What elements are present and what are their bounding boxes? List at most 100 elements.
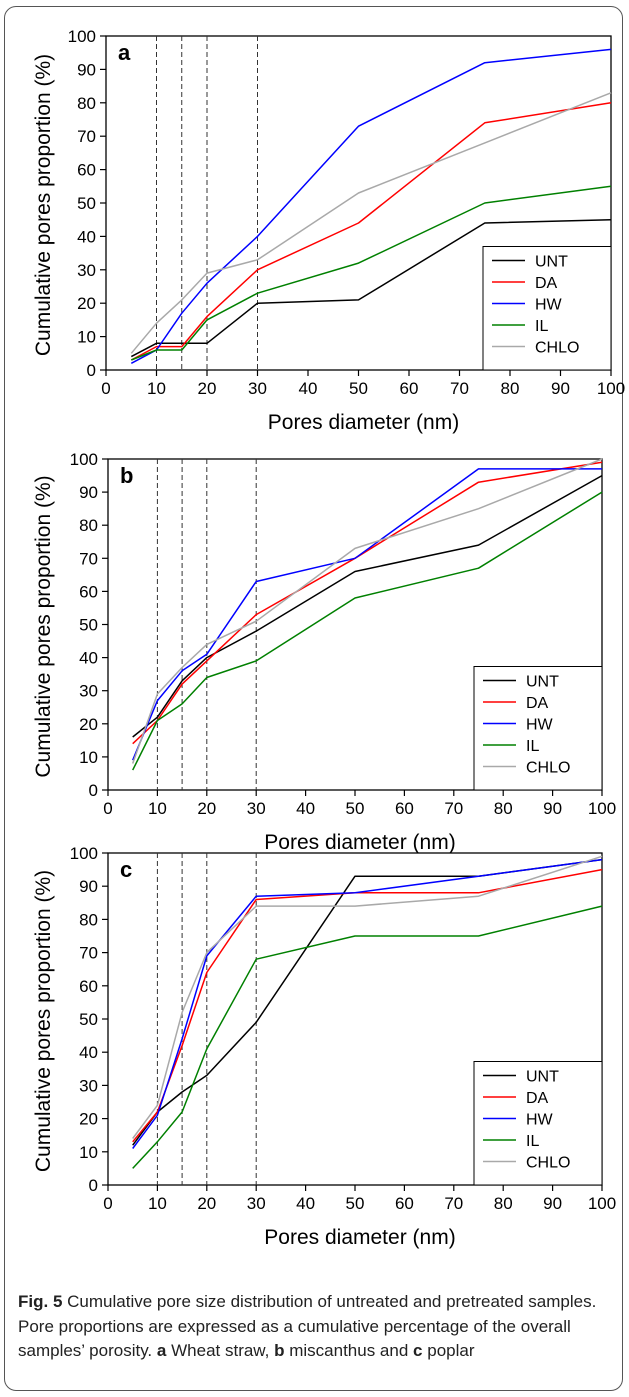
legend-label-unt: UNT [526,1069,559,1086]
x-tick-label: 50 [346,1194,365,1213]
x-tick-label: 90 [543,1194,562,1213]
chart-panel-a: 0 10 20 30 40 50 60 70 80 90 100 0 10 20 30 40 50 60 70 80 9… [32,27,625,434]
legend-label-chlo: CHLO [526,760,570,777]
x-tick-label: 70 [444,1194,463,1213]
x-tick-label: 20 [198,379,217,398]
series-line-chlo [131,458,603,764]
x-tick-label: 100 [597,379,625,398]
y-tick-label: 80 [79,516,98,535]
y-axis-title: Cumulative pores proportion (%) [32,54,55,356]
x-tick-label: 10 [148,1194,167,1213]
chart-panel-c: 0 10 20 30 40 50 60 70 80 90 100 0 10 20 30 40 50 60 70 80 9… [32,844,616,1249]
y-tick-label: 20 [77,294,96,313]
series-line-hw [132,468,602,761]
figure-caption: Fig. 5 Cumulative pore size distribution… [18,1290,613,1364]
x-tick-label: 100 [588,1194,616,1213]
series-line-hw [130,48,612,364]
x-tick-label: 80 [501,379,520,398]
y-tick-label: 60 [79,977,98,996]
series-line-chlo [130,92,612,354]
x-tick-label: 0 [103,799,112,818]
y-tick-label: 100 [70,450,98,469]
y-tick-label: 10 [77,328,96,347]
legend-label-da: DA [526,1090,549,1107]
x-tick-label: 30 [247,1194,266,1213]
legend-box [482,246,612,371]
x-tick-label: 70 [444,799,463,818]
x-tick-label: 100 [588,799,616,818]
x-tick-label: 10 [148,799,167,818]
x-tick-label: 20 [197,1194,216,1213]
x-tick-label: 20 [197,799,216,818]
y-tick-label: 0 [89,781,98,800]
y-tick-label: 80 [77,94,96,113]
y-tick-label: 0 [89,1176,98,1195]
y-tick-label: 0 [87,361,96,380]
x-tick-label: 90 [543,799,562,818]
legend-label-il: IL [526,738,539,755]
caption-part-a-tag: a [156,1341,167,1360]
x-tick-label: 50 [349,379,368,398]
x-tick-label: 40 [299,379,318,398]
x-tick-label: 0 [101,379,110,398]
series-line-il [132,491,603,771]
panel-label: c [120,857,132,882]
x-tick-label: 60 [400,379,419,398]
x-tick-label: 70 [450,379,469,398]
x-tick-label: 60 [395,1194,414,1213]
series-line-il [132,905,603,1169]
x-tick-label: 30 [247,799,266,818]
y-tick-label: 30 [77,261,96,280]
series-line-hw [132,858,603,1149]
y-tick-label: 90 [77,60,96,79]
legend-label-chlo: CHLO [526,1155,570,1172]
y-tick-label: 90 [79,877,98,896]
y-axis-title: Cumulative pores proportion (%) [32,870,55,1172]
y-tick-label: 70 [77,127,96,146]
legend-label-unt: UNT [535,254,568,271]
legend-label-hw: HW [526,717,554,734]
legend-label-unt: UNT [526,674,559,691]
y-tick-label: 70 [79,549,98,568]
legend-label-il: IL [535,318,548,335]
chart-panel-b: 0 10 20 30 40 50 60 70 80 90 100 0 10 20 30 40 50 60 70 80 9… [32,450,616,854]
x-tick-label: 50 [346,799,365,818]
legend-label-da: DA [526,695,549,712]
series-line-unt [132,474,603,738]
legend-label-hw: HW [535,297,563,314]
y-tick-label: 60 [77,161,96,180]
legend-label-da: DA [535,275,558,292]
caption-part-c-tag: c [413,1341,423,1360]
legend-label-chlo: CHLO [535,340,579,357]
figure-number: Fig. 5 [18,1292,63,1311]
caption-text: Cumulative pore size distribution of unt… [18,1292,597,1360]
y-tick-label: 100 [68,27,96,46]
y-tick-label: 10 [79,1143,98,1162]
caption-part-b-tag: b [274,1341,285,1360]
y-axis-title: Cumulative pores proportion (%) [32,475,55,777]
x-tick-label: 30 [248,379,267,398]
panel-label: a [118,40,131,65]
y-tick-label: 20 [79,1110,98,1129]
y-tick-label: 40 [79,1043,98,1062]
x-axis-title: Pores diameter (nm) [264,831,455,854]
caption-part-c-text: poplar [427,1341,475,1360]
legend-box [473,666,603,791]
series-line-chlo [132,855,603,1139]
series-line-da [132,461,603,745]
x-axis-title: Pores diameter (nm) [268,411,459,434]
series-line-il [131,185,612,361]
x-axis-title: Pores diameter (nm) [264,1226,455,1249]
x-tick-label: 40 [296,799,315,818]
y-tick-label: 50 [77,194,96,213]
caption-part-b-text: miscanthus and [289,1341,409,1360]
y-tick-label: 50 [79,616,98,635]
y-tick-label: 20 [79,715,98,734]
legend-label-hw: HW [526,1112,554,1129]
legend-label-il: IL [526,1133,539,1150]
series-line-unt [132,858,603,1146]
series-line-da [130,102,612,361]
y-tick-label: 40 [77,227,96,246]
y-tick-label: 80 [79,910,98,929]
x-tick-label: 60 [395,799,414,818]
